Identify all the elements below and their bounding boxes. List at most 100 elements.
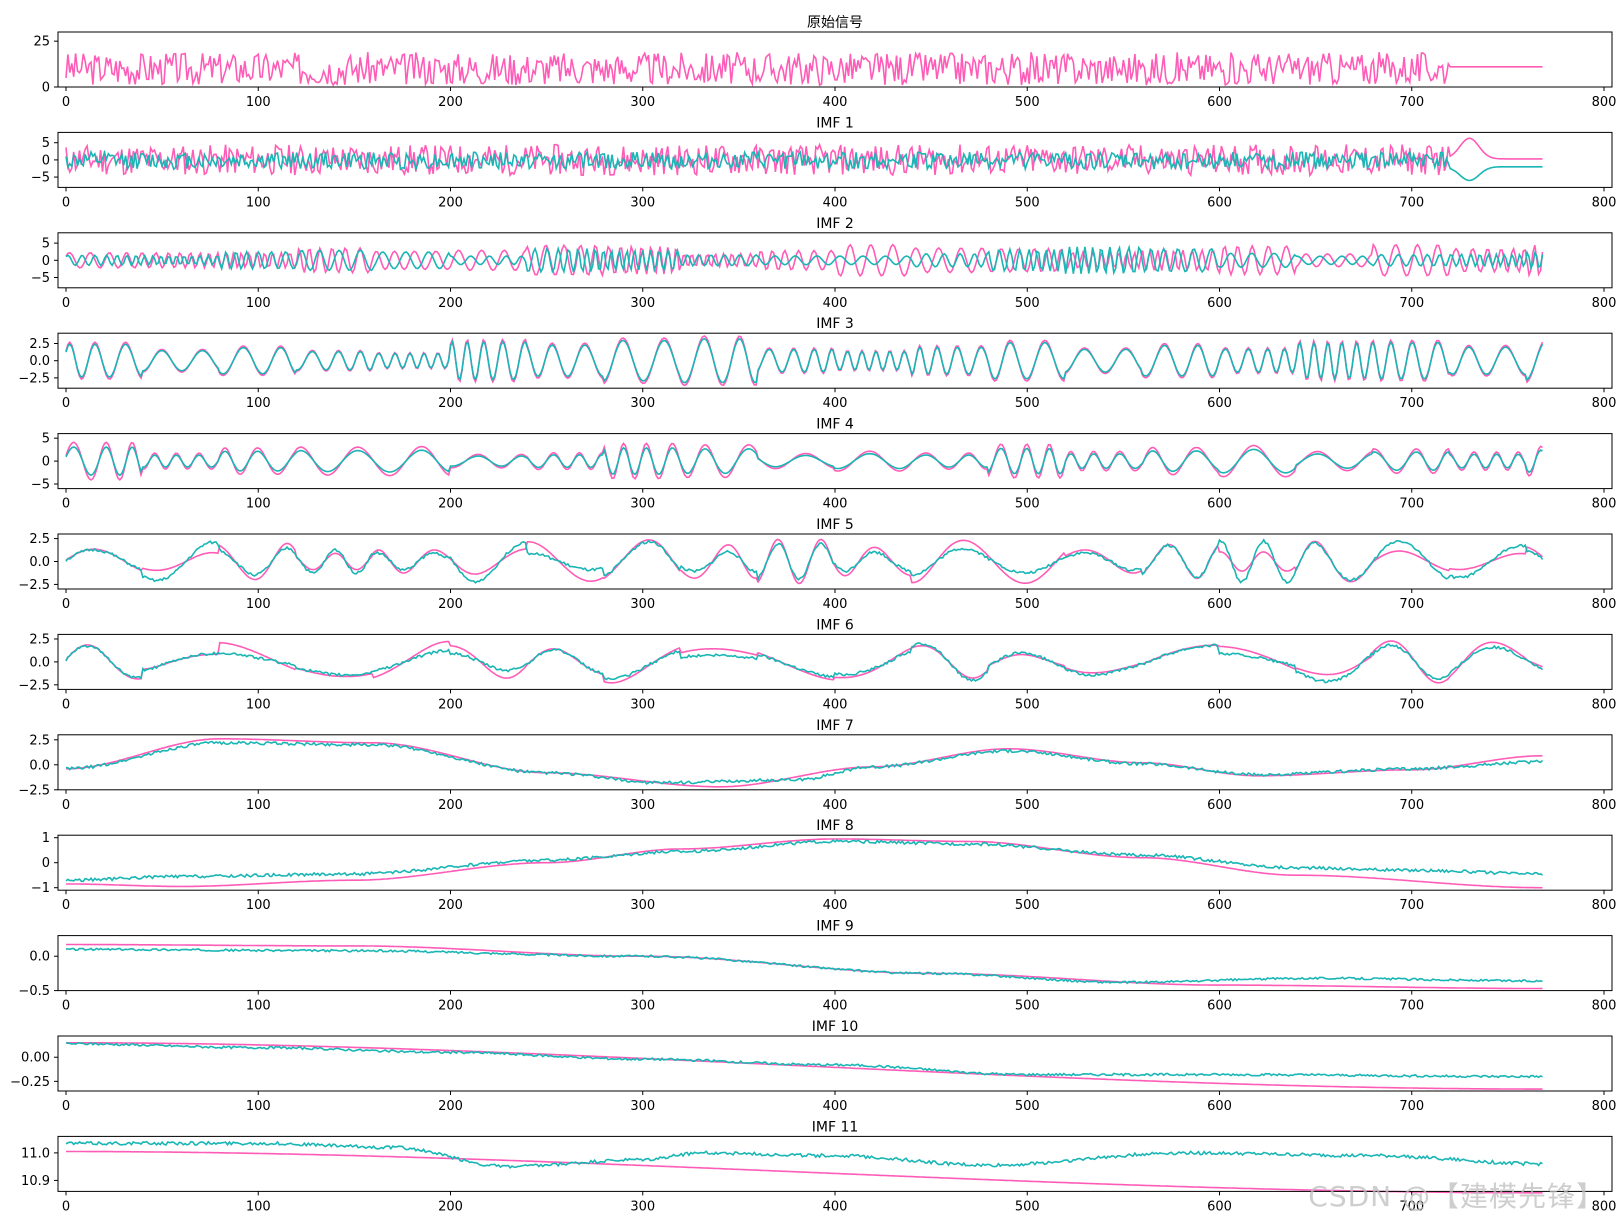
x-tick-label: 300	[630, 597, 655, 612]
x-tick-label: 700	[1399, 396, 1424, 411]
x-tick-label: 100	[246, 497, 271, 512]
subplot-title: IMF 3	[816, 316, 854, 332]
x-tick-label: 800	[1592, 497, 1617, 512]
x-tick-label: 200	[438, 697, 463, 712]
y-tick-label: −2.5	[18, 783, 50, 798]
series-line-0	[66, 1150, 1543, 1194]
x-tick-label: 600	[1207, 898, 1232, 913]
subplot-11: IMF 11 0 100 200 300 400 500 600 700 800 10.9 11.0	[21, 1119, 1616, 1214]
x-tick-label: 400	[823, 999, 848, 1014]
x-tick-label: 100	[246, 697, 271, 712]
y-tick-label: 2.5	[29, 337, 50, 352]
y-tick-label: 5	[42, 237, 50, 252]
y-tick-label: 2.5	[29, 733, 50, 748]
series-line-1	[65, 1140, 1543, 1169]
x-tick-label: 800	[1592, 597, 1617, 612]
y-tick-label: −2.5	[18, 371, 50, 386]
y-tick-label: 25	[33, 35, 50, 50]
x-tick-label: 800	[1592, 898, 1617, 913]
series-line-1	[65, 642, 1544, 684]
y-tick-label: −5	[31, 478, 50, 493]
axes-frame	[57, 533, 1613, 590]
x-tick-label: 400	[823, 1199, 848, 1214]
x-tick-label: 300	[630, 1099, 655, 1114]
x-tick-label: 300	[630, 1199, 655, 1214]
x-tick-label: 800	[1592, 95, 1617, 110]
x-tick-label: 700	[1399, 95, 1424, 110]
axes-frame	[57, 131, 1613, 188]
x-tick-label: 800	[1592, 798, 1617, 813]
x-tick-label: 800	[1592, 697, 1617, 712]
x-tick-label: 500	[1015, 296, 1040, 311]
x-tick-label: 500	[1015, 999, 1040, 1014]
x-tick-label: 200	[438, 1099, 463, 1114]
x-tick-label: 600	[1207, 296, 1232, 311]
x-tick-label: 500	[1015, 195, 1040, 210]
y-tick-label: 0.0	[29, 950, 50, 965]
y-tick-label: 0	[42, 455, 50, 470]
x-tick-label: 600	[1207, 1099, 1232, 1114]
subplot-2: IMF 2 0 100 200 300 400 500 600 700 800 −5 0 5	[31, 216, 1617, 311]
y-tick-label: 1	[42, 831, 50, 846]
x-tick-label: 800	[1592, 1199, 1617, 1214]
x-tick-label: 400	[823, 697, 848, 712]
subplot-6: IMF 6 0 100 200 300 400 500 600 700 800 −2.5 0.0 2.5	[18, 617, 1616, 712]
x-tick-label: 700	[1399, 898, 1424, 913]
y-tick-label: 0.0	[29, 655, 50, 670]
axes-frame	[57, 633, 1613, 690]
subplot-title: IMF 4	[816, 417, 854, 433]
x-tick-label: 0	[62, 296, 70, 311]
x-tick-label: 800	[1592, 1099, 1617, 1114]
x-tick-label: 400	[823, 95, 848, 110]
x-tick-label: 700	[1399, 1099, 1424, 1114]
x-tick-label: 100	[246, 999, 271, 1014]
y-tick-label: 0.00	[21, 1051, 50, 1066]
x-tick-label: 300	[630, 697, 655, 712]
x-tick-label: 800	[1592, 999, 1617, 1014]
x-tick-label: 500	[1015, 1199, 1040, 1214]
series-line-0	[66, 738, 1543, 788]
series-line-1	[65, 839, 1543, 883]
x-tick-label: 0	[62, 898, 70, 913]
x-tick-label: 100	[246, 296, 271, 311]
x-tick-label: 400	[823, 396, 848, 411]
x-tick-label: 500	[1015, 597, 1040, 612]
x-tick-label: 100	[246, 396, 271, 411]
x-tick-label: 300	[630, 396, 655, 411]
subplot-0: 原始信号 0 100 200 300 400 500 600 700 800 0 25	[33, 15, 1616, 110]
x-tick-label: 800	[1592, 396, 1617, 411]
x-tick-label: 700	[1399, 597, 1424, 612]
y-tick-label: 0	[42, 153, 50, 168]
y-tick-label: 5	[42, 432, 50, 447]
subplot-title: IMF 11	[812, 1119, 859, 1135]
subplot-title: IMF 1	[816, 115, 854, 131]
x-tick-label: 200	[438, 898, 463, 913]
x-tick-label: 0	[62, 396, 70, 411]
x-tick-label: 400	[823, 195, 848, 210]
subplot-title: IMF 8	[816, 818, 854, 834]
x-tick-label: 0	[62, 798, 70, 813]
x-tick-label: 700	[1399, 798, 1424, 813]
x-tick-label: 200	[438, 1199, 463, 1214]
x-tick-label: 600	[1207, 999, 1232, 1014]
x-tick-label: 0	[62, 697, 70, 712]
axes-frame	[57, 433, 1613, 490]
x-tick-label: 600	[1207, 697, 1232, 712]
subplot-title: IMF 7	[816, 718, 854, 734]
series-line-1	[65, 337, 1544, 384]
x-tick-label: 100	[246, 1099, 271, 1114]
x-tick-label: 400	[823, 296, 848, 311]
series-line-0	[65, 441, 1543, 482]
subplot-8: IMF 8 0 100 200 300 400 500 600 700 800 −1 0 1	[31, 818, 1617, 913]
x-tick-label: 500	[1015, 798, 1040, 813]
x-tick-label: 600	[1207, 195, 1232, 210]
y-tick-label: 0	[42, 81, 50, 96]
series-line-0	[65, 137, 1543, 178]
x-tick-label: 700	[1399, 999, 1424, 1014]
x-tick-label: 500	[1015, 396, 1040, 411]
subplot-title: 原始信号	[807, 15, 863, 31]
y-tick-label: 10.9	[21, 1174, 50, 1189]
series-line-1	[65, 947, 1543, 985]
subplot-title: IMF 2	[816, 216, 854, 232]
